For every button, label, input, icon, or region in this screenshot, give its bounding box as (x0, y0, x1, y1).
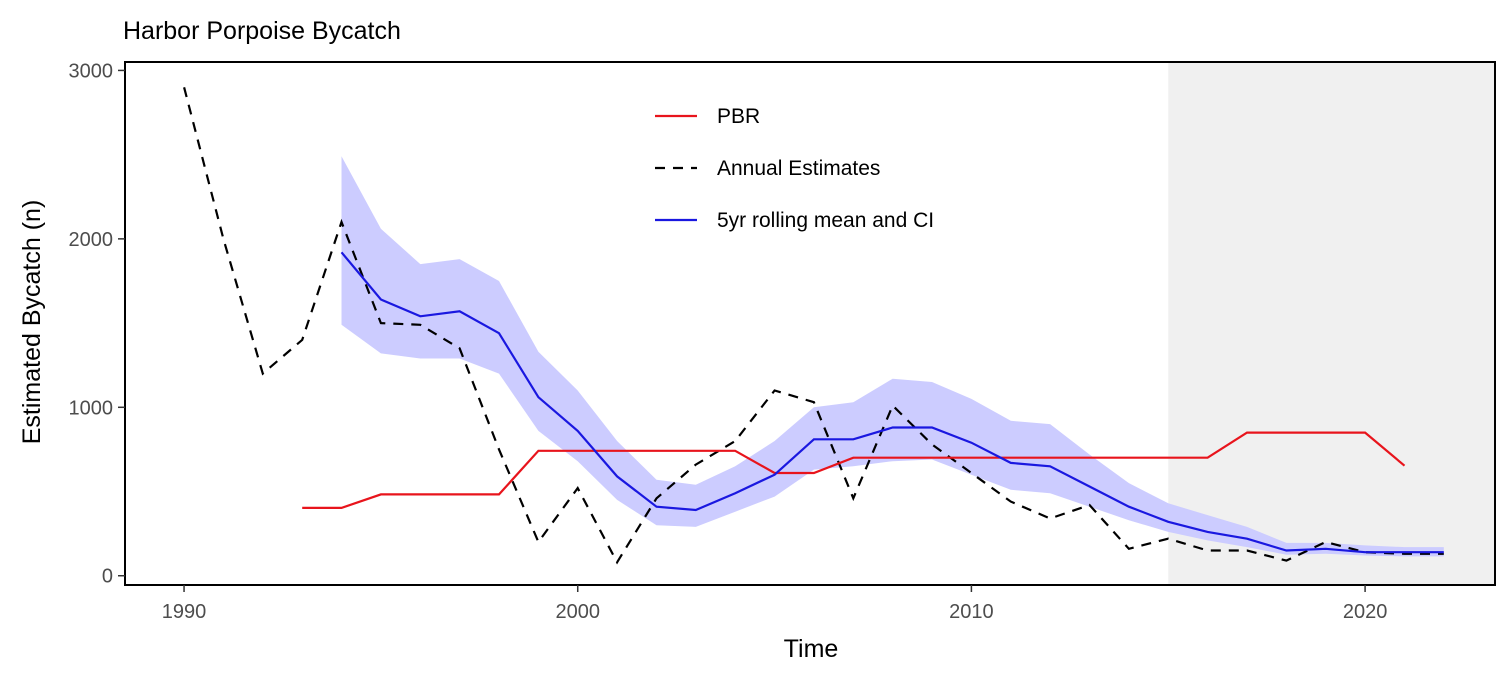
x-tick-label: 2010 (949, 601, 994, 623)
legend-label: Annual Estimates (717, 157, 880, 180)
x-axis-title: Time (784, 635, 839, 663)
y-axis-title: Estimated Bycatch (n) (18, 200, 46, 445)
y-tick-label: 1000 (69, 397, 114, 419)
y-tick-label: 0 (102, 566, 113, 588)
legend-label: PBR (717, 105, 760, 128)
y-tick-label: 3000 (69, 60, 114, 82)
legend-label: 5yr rolling mean and CI (717, 209, 934, 232)
x-axis: 1990 2000 2010 2020 (162, 585, 1388, 623)
chart-title: Harbor Porpoise Bycatch (123, 17, 401, 45)
y-axis: 0 1000 2000 3000 (69, 60, 125, 588)
x-tick-label: 1990 (162, 601, 207, 623)
panel-border (124, 61, 1496, 586)
legend: PBR Annual Estimates 5yr rolling mean and … (655, 105, 934, 232)
projection-shaded-region (1168, 62, 1495, 585)
plot-area (124, 61, 1496, 586)
y-tick-label: 2000 (69, 229, 114, 251)
x-tick-label: 2000 (555, 601, 600, 623)
rolling-mean-line (340, 251, 1444, 554)
pbr-line (302, 431, 1406, 509)
x-tick-label: 2020 (1343, 601, 1388, 623)
ci-band (341, 156, 1444, 557)
annual-estimates-line (183, 87, 1444, 565)
